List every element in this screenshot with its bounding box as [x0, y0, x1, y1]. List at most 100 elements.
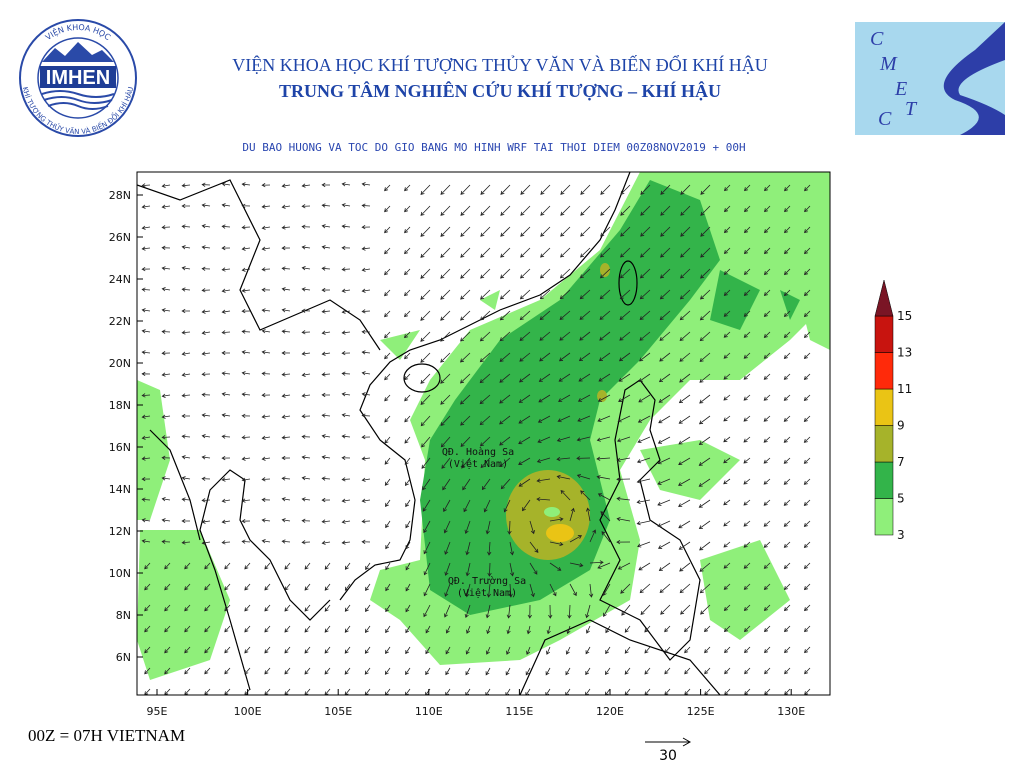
wind-arrow	[558, 394, 571, 402]
wind-arrow	[723, 205, 731, 213]
wind-arrow	[161, 455, 171, 460]
wind-arrow	[385, 604, 391, 613]
wind-arrow	[241, 371, 251, 376]
wind-arrow	[743, 457, 751, 464]
wind-arrow	[422, 478, 431, 491]
y-tick-label: 22N	[109, 315, 131, 328]
wind-arrow	[566, 625, 571, 635]
wind-arrow	[321, 519, 331, 524]
wind-arrow	[440, 415, 451, 427]
wind-arrow	[181, 266, 191, 271]
wind-arrow	[384, 352, 391, 360]
wind-arrow	[618, 373, 631, 382]
wind-arrow	[639, 289, 651, 300]
wind-arrow	[466, 625, 471, 634]
wind-arrow	[699, 541, 711, 551]
wind-arrow	[281, 539, 291, 544]
y-tick-label: 24N	[109, 273, 131, 286]
wind-arrow	[485, 667, 491, 676]
wind-arrow	[763, 604, 771, 612]
wind-arrow	[241, 329, 251, 334]
wind-arrow	[803, 499, 811, 506]
wind-arrow	[420, 352, 431, 363]
wind-arrow	[744, 184, 751, 192]
wind-arrow	[224, 667, 231, 675]
wind-arrow	[164, 625, 171, 633]
wind-arrow	[445, 667, 451, 676]
wind-arrow	[585, 604, 591, 619]
wind-arrow	[161, 225, 171, 230]
wind-arrow	[640, 247, 651, 258]
wind-arrow	[723, 352, 731, 359]
wind-arrow	[680, 226, 691, 237]
wind-arrow	[361, 203, 371, 208]
wind-arrow	[604, 688, 611, 695]
wind-arrow	[141, 329, 151, 334]
wind-arrow	[803, 457, 811, 464]
wind-arrow	[639, 268, 651, 279]
wind-arrow	[404, 478, 411, 486]
wind-arrow	[301, 204, 311, 209]
wind-arrow	[341, 498, 351, 503]
wind-arrow	[506, 625, 511, 635]
wind-arrow	[744, 205, 751, 213]
wind-arrow	[699, 331, 711, 342]
wind-arrow	[620, 583, 631, 594]
wind-arrow	[506, 646, 511, 655]
wind-arrow	[181, 393, 191, 398]
wind-arrow	[244, 583, 251, 591]
wind-arrow	[480, 289, 491, 300]
wind-arrow	[361, 392, 371, 397]
wind-arrow	[723, 604, 731, 611]
wind-arrow	[640, 226, 651, 237]
wind-arrow	[221, 477, 231, 482]
wind-arrow	[539, 310, 551, 321]
wind-arrow	[141, 476, 151, 482]
wind-arrow	[485, 520, 491, 535]
wind-arrow	[221, 413, 231, 418]
wind-arrow	[221, 309, 231, 314]
y-tick-label: 8N	[116, 609, 131, 622]
wind-arrow	[518, 457, 531, 465]
wind-arrow	[181, 183, 191, 188]
wind-arrow	[659, 310, 671, 321]
wind-arrow	[281, 287, 291, 292]
wind-arrow	[579, 331, 591, 341]
wind-arrow	[618, 394, 631, 402]
wind-arrow	[657, 457, 671, 465]
wind-arrow	[764, 646, 771, 654]
wind-arrow	[743, 625, 751, 633]
wind-arrow	[503, 499, 511, 513]
wind-arrow	[569, 562, 584, 568]
wind-arrow	[723, 562, 731, 569]
wind-arrow	[679, 352, 691, 362]
wind-arrow	[522, 499, 531, 512]
wind-arrow	[184, 667, 191, 675]
wind-arrow	[440, 247, 451, 258]
wind-arrow	[161, 245, 171, 250]
wind-arrow	[723, 268, 731, 276]
wind-arrow	[440, 268, 451, 279]
wind-arrow	[460, 247, 471, 258]
wind-arrow	[804, 247, 811, 255]
wind-arrow	[364, 625, 371, 633]
wind-arrow	[341, 519, 351, 524]
wind-arrow	[465, 646, 471, 655]
wind-arrow	[463, 499, 471, 513]
wind-arrow	[639, 583, 651, 594]
wind-arrow	[404, 310, 411, 318]
wind-arrow	[224, 625, 231, 633]
wind-arrow	[321, 245, 331, 250]
wind-arrow	[579, 289, 591, 300]
wind-arrow	[529, 583, 535, 598]
wind-arrow	[480, 268, 491, 279]
wind-arrow	[698, 415, 711, 425]
wind-arrow	[241, 225, 251, 230]
wind-arrow	[539, 331, 551, 341]
wind-arrow	[281, 245, 291, 251]
wind-arrow	[763, 625, 771, 633]
wind-arrow	[743, 394, 751, 401]
wind-arrow	[184, 562, 191, 570]
legend-swatch	[874, 388, 894, 426]
wind-arrow	[644, 625, 651, 633]
